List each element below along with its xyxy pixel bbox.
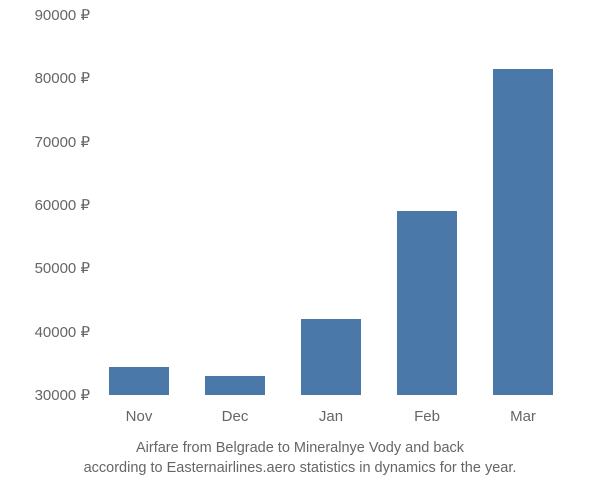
bar-chart [95,15,575,395]
y-tick-label: 30000 ₽ [35,386,90,404]
x-tick-label: Mar [510,408,536,425]
x-tick-label: Nov [126,408,153,425]
y-tick-label: 40000 ₽ [35,323,90,341]
y-tick-label: 80000 ₽ [35,69,90,87]
y-tick-label: 70000 ₽ [35,133,90,151]
chart-caption: Airfare from Belgrade to Mineralnye Vody… [0,438,600,479]
bar [109,367,169,396]
y-tick-label: 60000 ₽ [35,196,90,214]
y-tick-label: 90000 ₽ [35,6,90,24]
bar [205,376,265,395]
bar [301,319,361,395]
y-tick-label: 50000 ₽ [35,259,90,277]
x-tick-label: Dec [222,408,249,425]
caption-line2: according to Easternairlines.aero statis… [84,460,517,476]
x-tick-label: Jan [319,408,343,425]
bar [397,211,457,395]
bar [493,69,553,395]
caption-line1: Airfare from Belgrade to Mineralnye Vody… [136,440,464,456]
x-tick-label: Feb [414,408,440,425]
